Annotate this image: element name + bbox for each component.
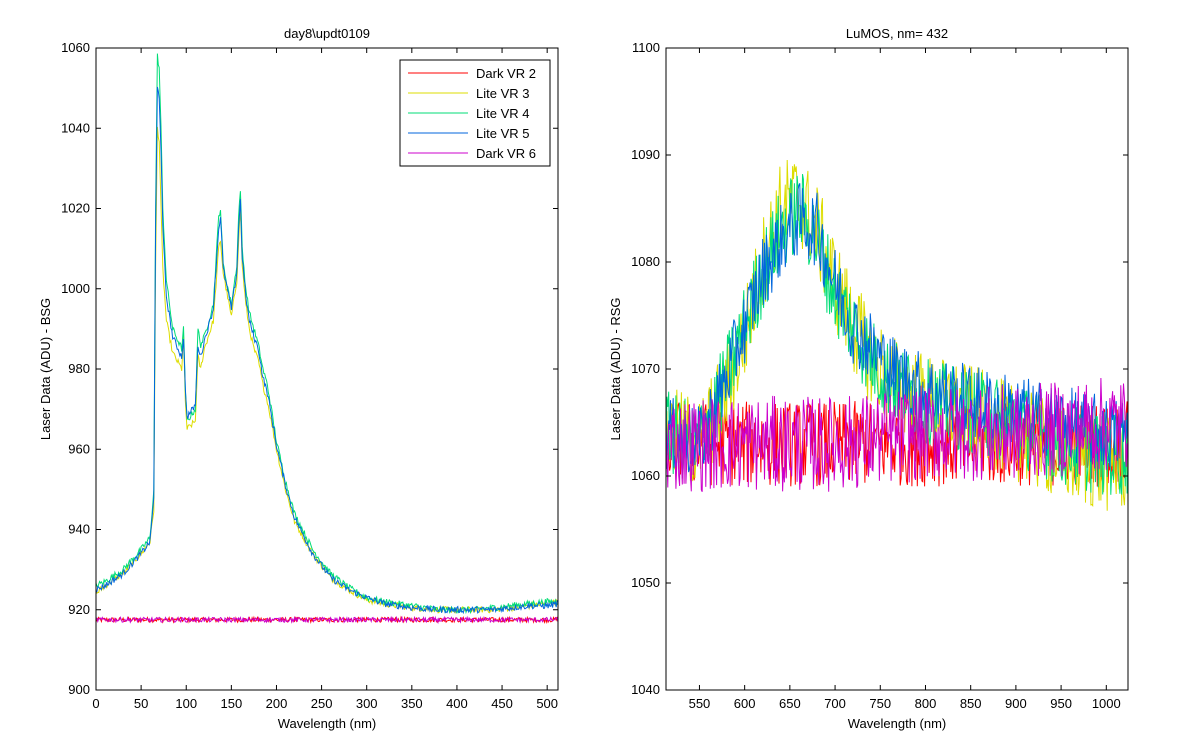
chart-rsg-series-group (666, 159, 1128, 511)
chart-bsg-ytick-label: 900 (68, 682, 90, 697)
chart-rsg-ytick-label: 1070 (631, 361, 660, 376)
chart-rsg-xlabel: Wavelength (nm) (848, 716, 947, 731)
chart-rsg-xtick-label: 550 (689, 696, 711, 711)
chart-bsg-ytick-label: 940 (68, 522, 90, 537)
chart-bsg-ylabel: Laser Data (ADU) - BSG (38, 298, 53, 440)
chart-rsg-ytick-label: 1050 (631, 575, 660, 590)
chart-rsg-ytick-label: 1090 (631, 147, 660, 162)
chart-bsg-xtick-label: 100 (175, 696, 197, 711)
chart-bsg: day8\updt0109 Wavelength (nm) Laser Data… (38, 26, 559, 731)
chart-rsg-xtick-label: 1000 (1092, 696, 1121, 711)
chart-bsg-ytick-label: 1060 (61, 40, 90, 55)
chart-bsg-ytick-label: 1040 (61, 120, 90, 135)
chart-bsg-ytick-label: 980 (68, 361, 90, 376)
legend-label: Dark VR 2 (476, 66, 536, 81)
chart-bsg-xtick-label: 300 (356, 696, 378, 711)
chart-bsg-xtick-label: 500 (536, 696, 558, 711)
chart-rsg-xtick-label: 750 (869, 696, 891, 711)
chart-bsg-ytick-label: 1000 (61, 281, 90, 296)
chart-rsg-xtick-label: 600 (734, 696, 756, 711)
legend-label: Lite VR 3 (476, 86, 529, 101)
chart-rsg-xtick-label: 950 (1050, 696, 1072, 711)
chart-rsg-xtick-label: 850 (960, 696, 982, 711)
chart-bsg-title: day8\updt0109 (284, 26, 370, 41)
chart-rsg-ytick-label: 1080 (631, 254, 660, 269)
chart-rsg: LuMOS, nm= 432 Wavelength (nm) Laser Dat… (608, 26, 1129, 731)
chart-rsg-ytick-label: 1060 (631, 468, 660, 483)
chart-bsg-plot-area: 0 50 100 150 200 250 300 350 400 450 500 900 920 940 9… (61, 40, 559, 711)
chart-rsg-plot-area: 550 600 650 700 750 800 850 900 950 1000 1040 1050 1… (631, 40, 1129, 711)
chart-bsg-xtick-label: 200 (266, 696, 288, 711)
chart-bsg-series-5-line (96, 615, 558, 625)
chart-rsg-ytick-label: 1100 (632, 40, 660, 55)
legend-label: Dark VR 6 (476, 146, 536, 161)
chart-bsg-xtick-label: 350 (401, 696, 423, 711)
chart-bsg-xtick-label: 150 (221, 696, 243, 711)
chart-bsg-ytick-label: 1020 (61, 201, 90, 216)
chart-rsg-ytick-label: 1040 (631, 682, 660, 697)
legend-label: Lite VR 5 (476, 126, 529, 141)
chart-bsg-xtick-label: 50 (134, 696, 148, 711)
chart-rsg-series-3-line (666, 174, 1128, 495)
chart-bsg-xtick-label: 0 (92, 696, 99, 711)
chart-rsg-xtick-label: 650 (779, 696, 801, 711)
chart-bsg-ytick-label: 920 (68, 602, 90, 617)
chart-bsg-xtick-label: 250 (311, 696, 333, 711)
chart-rsg-title: LuMOS, nm= 432 (846, 26, 948, 41)
chart-rsg-series-5-line (666, 377, 1128, 493)
chart-rsg-ylabel: Laser Data (ADU) - RSG (608, 297, 623, 440)
chart-bsg-xlabel: Wavelength (nm) (278, 716, 377, 731)
chart-bsg-series-4-line (96, 86, 558, 615)
chart-bsg-ytick-label: 960 (68, 441, 90, 456)
chart-rsg-xtick-label: 900 (1005, 696, 1027, 711)
chart-bsg-legend: Dark VR 2 Lite VR 3 Lite VR 4 Lite VR 5 Dark… (399, 59, 551, 167)
chart-rsg-xtick-label: 700 (824, 696, 846, 711)
chart-bsg-series-group (96, 53, 558, 625)
chart-bsg-xtick-label: 450 (491, 696, 513, 711)
chart-bsg-xtick-label: 400 (446, 696, 468, 711)
chart-rsg-xtick-label: 800 (915, 696, 937, 711)
legend-label: Lite VR 4 (476, 106, 529, 121)
